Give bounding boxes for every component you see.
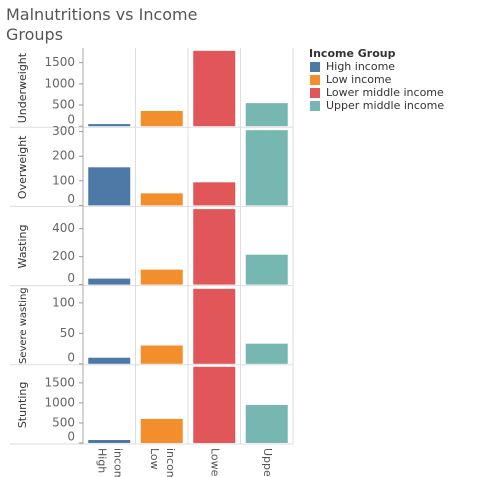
- y-tick-label: 300: [52, 124, 75, 138]
- x-tick-label: Upper..: [261, 448, 274, 477]
- y-tick-label: 400: [52, 221, 75, 235]
- x-tick-label: income: [111, 448, 124, 477]
- row-label: Severe wasting: [18, 287, 29, 364]
- bar: [245, 254, 288, 285]
- bar: [245, 103, 288, 127]
- y-tick-label: 0: [67, 113, 75, 127]
- y-tick-label: 0: [67, 192, 75, 206]
- y-tick-label: 1500: [44, 55, 75, 69]
- y-tick-label: 0: [67, 350, 75, 364]
- legend-label: Upper middle income: [326, 99, 444, 112]
- bar: [193, 288, 236, 364]
- y-tick-label: 50: [60, 326, 75, 340]
- legend-swatch: [310, 88, 320, 98]
- y-tick-label: 1500: [44, 375, 75, 389]
- y-tick-label: 500: [52, 98, 75, 112]
- chart-title: Groups: [6, 25, 63, 44]
- bar: [88, 167, 131, 206]
- bar: [193, 182, 236, 206]
- chart-title: Malnutritions vs Income: [6, 5, 197, 24]
- legend-label: High income: [326, 60, 395, 73]
- x-tick-label: Lower..: [208, 448, 221, 477]
- bar: [193, 209, 236, 285]
- bar: [245, 404, 288, 443]
- bar: [140, 269, 183, 285]
- row-label: Stunting: [16, 382, 29, 429]
- bar: [193, 366, 236, 443]
- bar: [245, 343, 288, 364]
- legend-label: Low income: [326, 73, 392, 86]
- row-label: Underweight: [16, 52, 29, 123]
- bar: [140, 110, 183, 127]
- bar: [88, 357, 131, 364]
- legend-swatch: [310, 62, 320, 72]
- bar: [88, 278, 131, 285]
- y-tick-label: 200: [52, 149, 75, 163]
- legend-swatch: [310, 101, 320, 111]
- bar: [193, 50, 236, 127]
- row-label: Overweight: [16, 135, 29, 199]
- x-tick-label: income: [164, 448, 177, 477]
- bar: [245, 130, 288, 206]
- y-tick-label: 100: [52, 295, 75, 309]
- y-tick-label: 0: [67, 271, 75, 285]
- legend-label: Lower middle income: [326, 86, 444, 99]
- y-tick-label: 0: [67, 430, 75, 444]
- y-tick-label: 200: [52, 249, 75, 263]
- legend-title: Income Group: [309, 47, 396, 60]
- row-label: Wasting: [16, 225, 29, 269]
- y-tick-label: 1000: [44, 76, 75, 90]
- bar: [140, 193, 183, 206]
- bar: [140, 418, 183, 443]
- y-tick-label: 500: [52, 415, 75, 429]
- bar: [88, 439, 131, 443]
- bar: [140, 345, 183, 364]
- y-tick-label: 1000: [44, 395, 75, 409]
- y-tick-label: 100: [52, 173, 75, 187]
- legend-swatch: [310, 75, 320, 85]
- x-tick-label: High: [95, 448, 108, 473]
- x-tick-label: Low: [148, 448, 161, 470]
- bar: [88, 124, 131, 127]
